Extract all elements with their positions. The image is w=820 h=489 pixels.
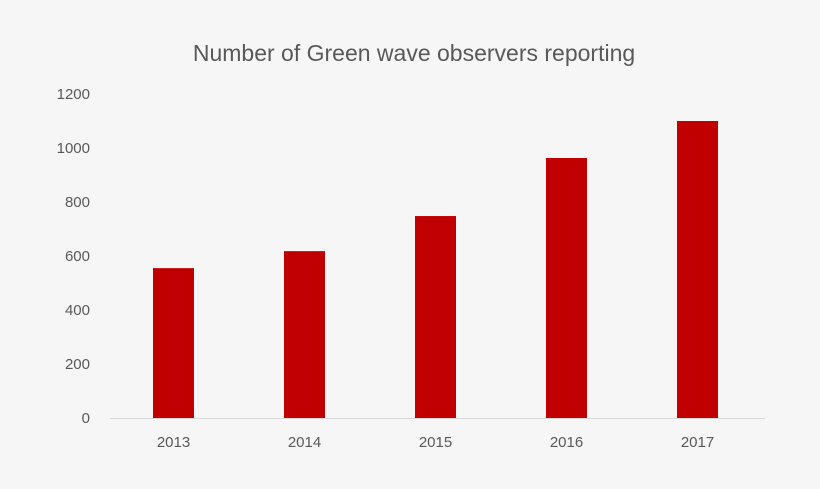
x-tick-label: 2016 (550, 434, 583, 451)
y-tick-label: 400 (65, 302, 90, 319)
y-tick-label: 0 (82, 410, 90, 427)
y-tick-label: 200 (65, 356, 90, 373)
bar-2016 (546, 157, 587, 419)
x-tick-label: 2013 (157, 434, 190, 451)
chart-title: Number of Green wave observers reporting (193, 40, 635, 66)
bar-2013 (153, 268, 194, 418)
x-tick-label: 2014 (288, 434, 321, 451)
x-tick-label: 2015 (419, 434, 452, 451)
y-tick-label: 1200 (57, 86, 90, 103)
bar-2014 (284, 251, 325, 418)
x-tick-label: 2017 (681, 434, 714, 451)
y-tick-label: 600 (65, 248, 90, 265)
y-tick-label: 1000 (57, 140, 90, 157)
bar-2017 (677, 121, 718, 418)
y-tick-label: 800 (65, 194, 90, 211)
bar-2015 (415, 216, 456, 418)
